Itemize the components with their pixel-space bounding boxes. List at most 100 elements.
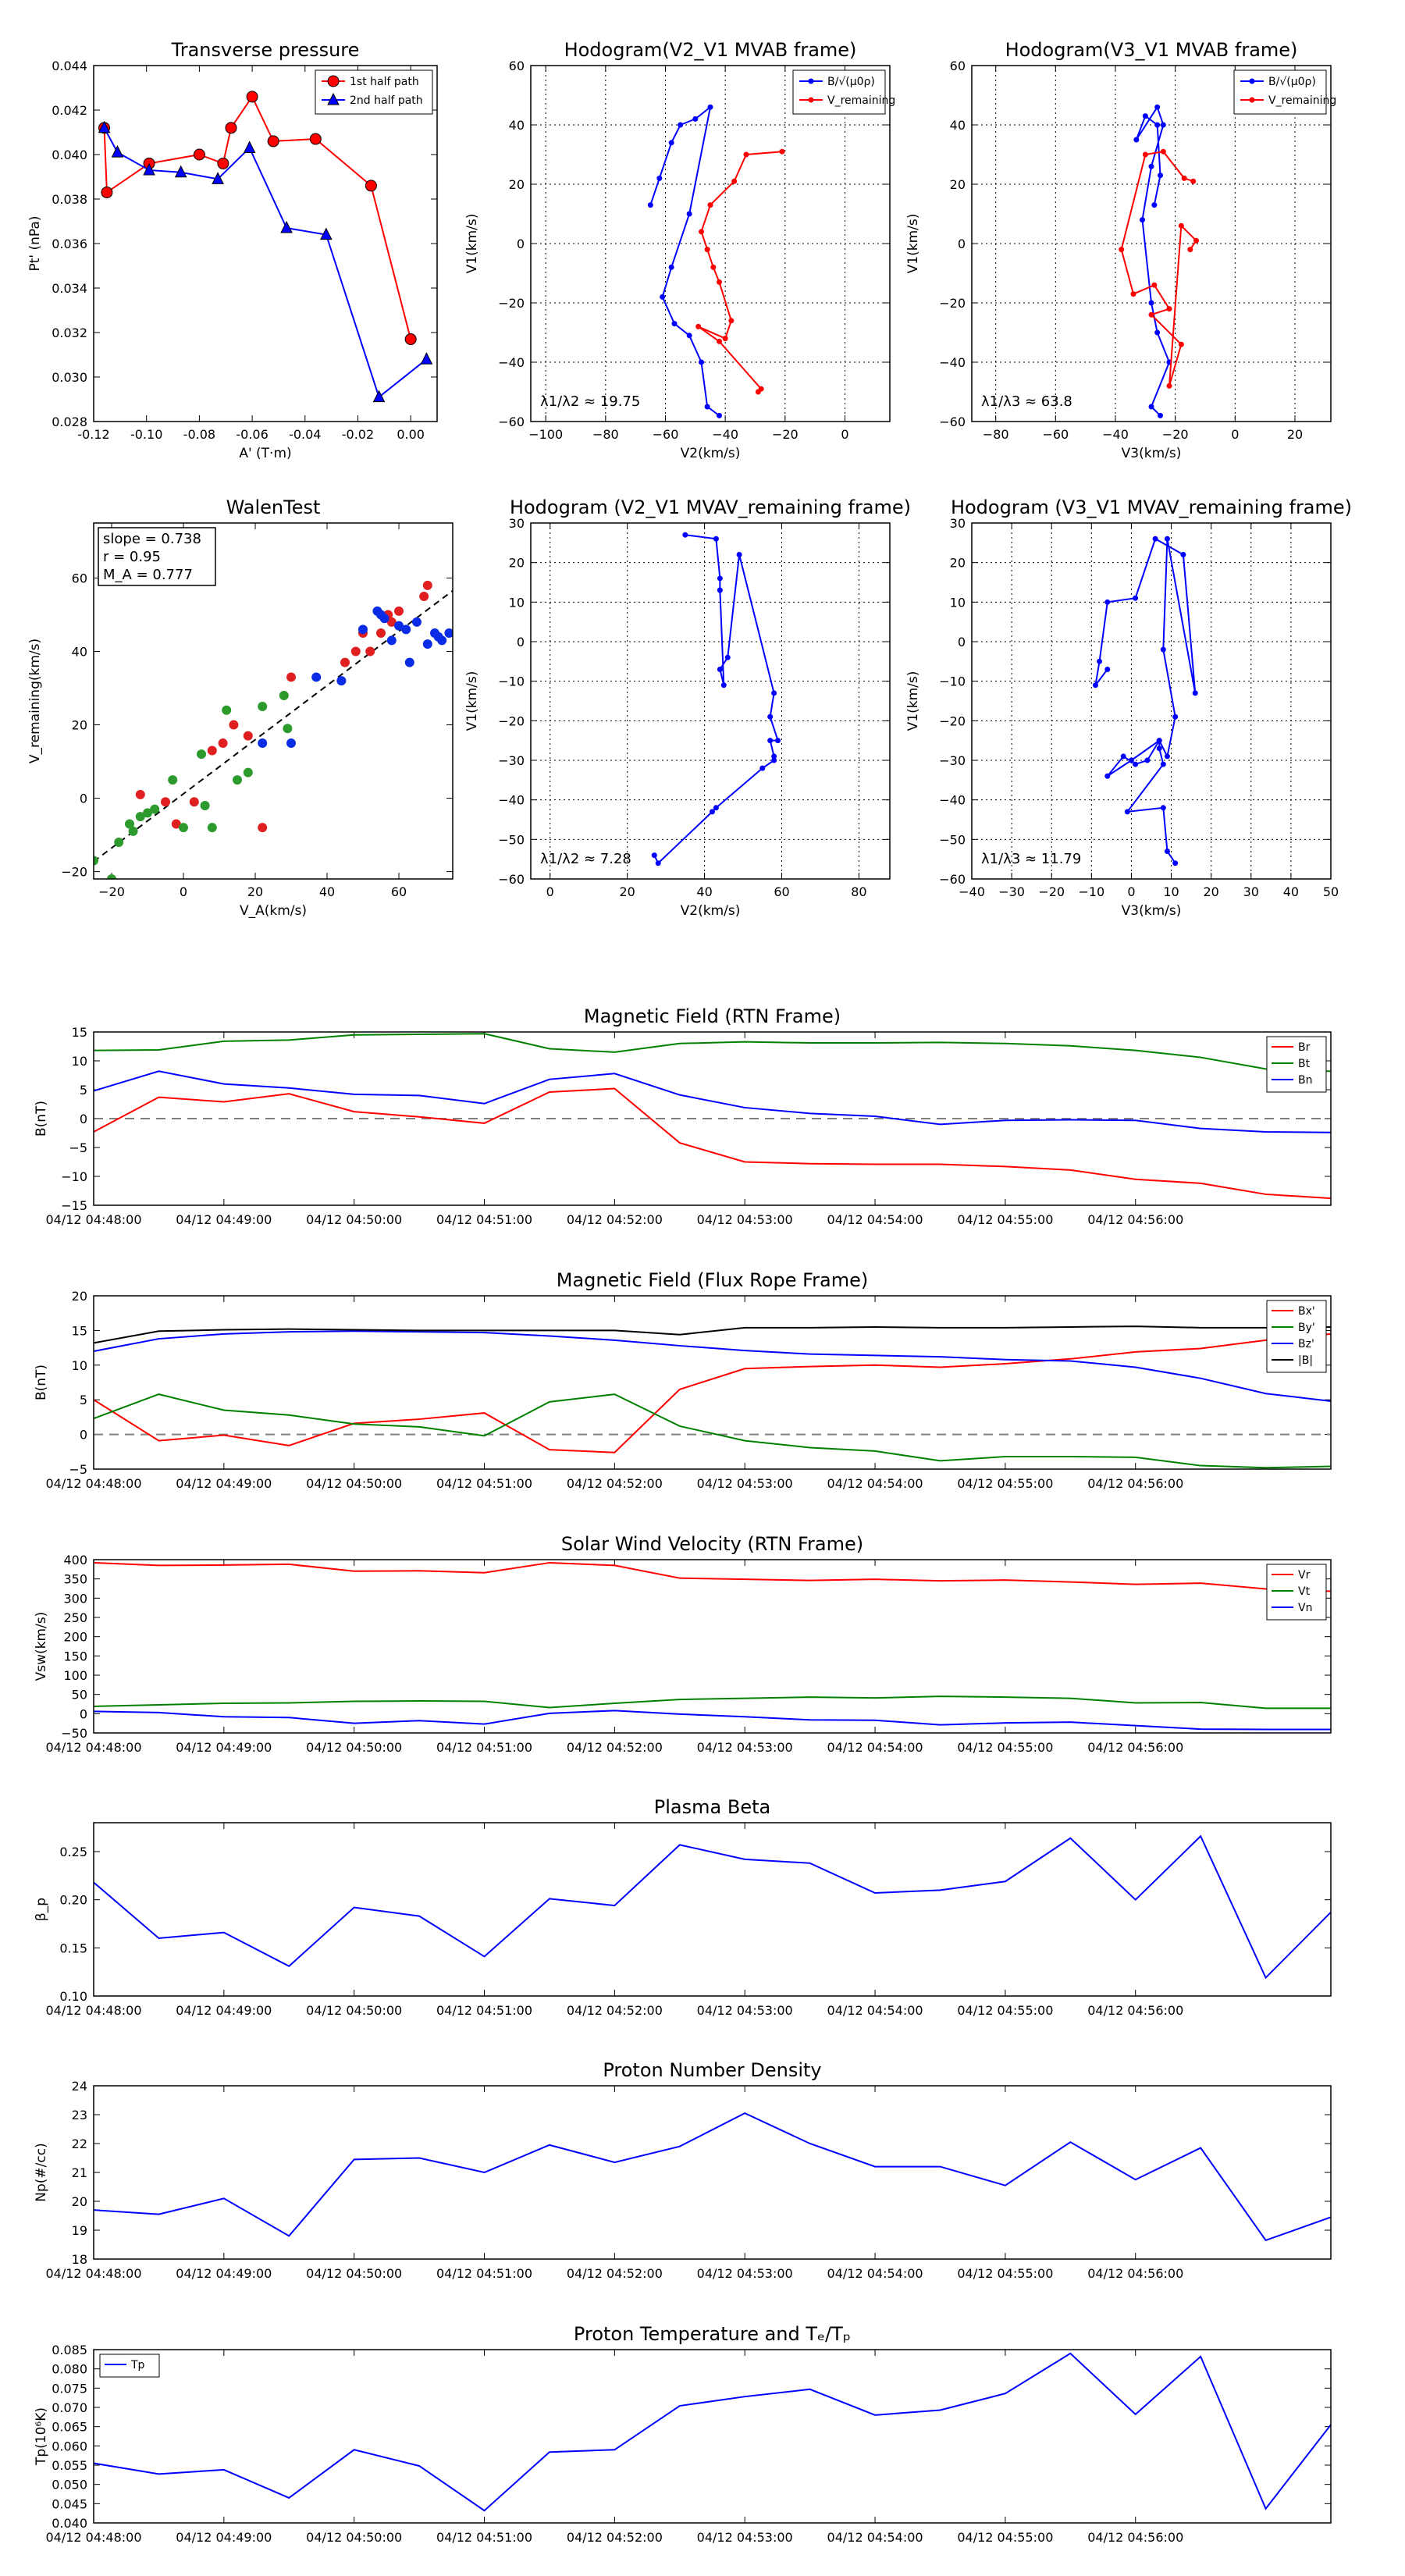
data-point xyxy=(709,809,715,815)
y-axis-label: Pt' (nPa) xyxy=(27,216,43,272)
data-point xyxy=(722,336,728,342)
data-point xyxy=(647,202,653,208)
x-tick-label: 04/12 04:50:00 xyxy=(306,1212,402,1227)
y-tick-label: 20 xyxy=(72,1289,87,1304)
y-tick-label: 0.070 xyxy=(52,2400,87,2415)
x-tick-label: 40 xyxy=(319,884,335,899)
chart-beta: 04/12 04:48:00 04/12 04:49:00 04/12 04:50:… xyxy=(34,1796,1332,2018)
y-axis-label: β_p xyxy=(34,1898,49,1921)
scatter-point xyxy=(394,606,404,616)
y-tick-label: 40 xyxy=(950,118,966,133)
y-tick-label: 15 xyxy=(72,1323,87,1338)
scatter-point xyxy=(444,628,453,639)
y-tick-label: 150 xyxy=(63,1649,87,1663)
scatter-point xyxy=(311,672,322,682)
scatter-point xyxy=(197,749,206,760)
y-tick-label: 0.038 xyxy=(52,192,87,207)
x-tick-label: −40 xyxy=(1102,427,1129,442)
y-tick-label: 20 xyxy=(72,2194,87,2209)
data-point xyxy=(1142,151,1148,158)
data-point xyxy=(1128,757,1134,763)
data-point xyxy=(668,140,674,146)
x-tick-label: 0 xyxy=(1127,884,1135,899)
y-tick-label: 30 xyxy=(509,516,525,531)
x-tick-label: 04/12 04:51:00 xyxy=(436,2266,532,2281)
y-tick-label: 40 xyxy=(509,118,525,133)
y-tick-label: 0 xyxy=(80,1706,87,1721)
x-tick-label: 40 xyxy=(1283,884,1299,899)
y-tick-label: 18 xyxy=(72,2252,87,2267)
legend-label: Vt xyxy=(1298,1585,1311,1598)
data-point xyxy=(1148,163,1154,169)
x-tick-label: −80 xyxy=(983,427,1009,442)
data-point xyxy=(1160,148,1166,155)
data-point xyxy=(1148,404,1154,410)
y-tick-label: 300 xyxy=(63,1591,87,1606)
data-point xyxy=(1133,761,1139,767)
y-tick-label: 0.042 xyxy=(52,103,87,118)
series-line-bt xyxy=(93,1033,1332,1073)
y-axis-label: Np(#/cc) xyxy=(34,2143,49,2201)
x-tick-label: 04/12 04:54:00 xyxy=(827,2266,923,2281)
x-tick-label: 20 xyxy=(619,884,635,899)
scatter-point xyxy=(401,624,411,635)
y-axis-label: V1(km/s) xyxy=(905,671,921,731)
data-point xyxy=(174,165,187,178)
y-tick-label: 20 xyxy=(950,556,966,571)
data-point xyxy=(1178,341,1184,347)
chart-title: Hodogram (V3_V1 MVAV_remaining frame) xyxy=(951,496,1352,518)
y-tick-label: −20 xyxy=(498,296,525,311)
y-tick-label: 0.028 xyxy=(52,415,87,429)
scatter-point xyxy=(365,646,375,656)
x-tick-label: 0 xyxy=(546,884,554,899)
data-point xyxy=(759,765,766,771)
x-tick-label: −10 xyxy=(1078,884,1104,899)
data-point xyxy=(1160,122,1166,128)
series-line xyxy=(1120,151,1197,386)
y-tick-label: 250 xyxy=(63,1610,87,1625)
data-layer xyxy=(98,91,433,403)
data-point xyxy=(1148,300,1154,306)
y-tick-label: 200 xyxy=(63,1630,87,1645)
eigen-ratio-label: λ1/λ3 ≈ 11.79 xyxy=(981,851,1081,867)
chart-title: WalenTest xyxy=(226,496,321,518)
data-point xyxy=(320,227,333,240)
x-tick-label: −30 xyxy=(998,884,1025,899)
y-tick-label: 0.036 xyxy=(52,237,87,251)
legend xyxy=(1266,1036,1327,1093)
scatter-point xyxy=(179,823,188,833)
y-tick-label: −50 xyxy=(939,832,966,847)
x-tick-label: 80 xyxy=(851,884,866,899)
x-tick-label: 04/12 04:50:00 xyxy=(306,1740,402,1755)
data-point xyxy=(1092,682,1098,688)
y-tick-label: 0.055 xyxy=(52,2458,87,2473)
scatter-point xyxy=(419,592,429,602)
chart-bfield_fr: 04/12 04:48:00 04/12 04:49:00 04/12 04:50:… xyxy=(34,1269,1332,1491)
x-tick-label: −40 xyxy=(959,884,985,899)
legend-label: By' xyxy=(1298,1322,1315,1334)
x-tick-label: 04/12 04:52:00 xyxy=(567,1476,663,1491)
scatter-point xyxy=(437,635,447,646)
scatter-point xyxy=(283,724,293,734)
data-point xyxy=(1166,382,1172,389)
x-tick-label: 04/12 04:56:00 xyxy=(1087,2530,1183,2545)
data-point xyxy=(1172,860,1179,866)
eigen-ratio-label: λ1/λ3 ≈ 63.8 xyxy=(981,393,1072,410)
y-tick-label: 0.032 xyxy=(52,326,87,340)
ma-label: M_A = 0.777 xyxy=(103,567,193,583)
y-tick-label: 0.080 xyxy=(52,2362,87,2377)
scatter-point xyxy=(107,874,116,879)
x-tick-label: 04/12 04:53:00 xyxy=(697,2530,793,2545)
x-tick-label: 04/12 04:51:00 xyxy=(436,1476,532,1491)
x-tick-label: 04/12 04:50:00 xyxy=(306,2266,402,2281)
x-tick-label: 04/12 04:55:00 xyxy=(957,2530,1053,2545)
scatter-point xyxy=(94,856,98,866)
x-tick-label: 04/12 04:52:00 xyxy=(567,2266,663,2281)
plot-frame xyxy=(530,522,891,880)
data-point xyxy=(243,141,256,153)
x-tick-label: 04/12 04:50:00 xyxy=(306,2530,402,2545)
scatter-point xyxy=(171,819,181,829)
y-tick-label: 0 xyxy=(80,792,87,806)
x-tick-label: 04/12 04:56:00 xyxy=(1087,2003,1183,2018)
data-point xyxy=(775,738,781,744)
